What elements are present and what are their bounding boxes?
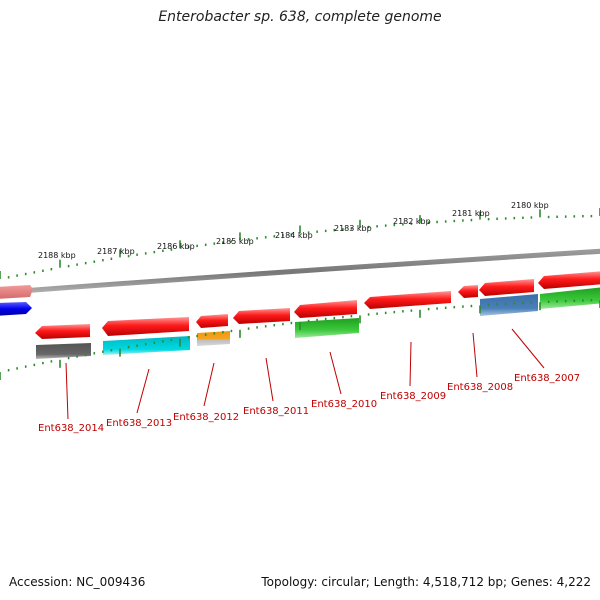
scale-label: 2188 kbp <box>38 251 76 260</box>
gene-label[interactable]: Ent638_2010 <box>311 399 377 410</box>
scale-label: 2187 kbp <box>97 247 135 256</box>
gene-product-ent638-2007[interactable] <box>540 287 600 309</box>
gene-arrow-ent638-2009[interactable] <box>364 291 451 309</box>
label-leader-lines <box>65 328 545 420</box>
scale-label: 2184 kbp <box>275 231 313 240</box>
leader-line <box>136 368 150 414</box>
map-title: Enterobacter sp. 638, complete genome <box>158 9 442 25</box>
leader-line <box>203 362 215 407</box>
genome-backbone <box>0 248 600 296</box>
leader-line <box>329 351 342 395</box>
scale-label: 2180 kbp <box>511 201 549 210</box>
scale-label: 2182 kbp <box>393 217 431 226</box>
gene-product-ent638-2014[interactable] <box>36 343 91 359</box>
gene-arrow-ent638-2013[interactable] <box>102 317 189 336</box>
genome-summary-text: Topology: circular; Length: 4,518,712 bp… <box>261 575 591 589</box>
gene-arrow-ent638-2008-a[interactable] <box>458 285 478 298</box>
gene-arrow-ent638-2014[interactable] <box>35 324 90 339</box>
gene-label[interactable]: Ent638_2007 <box>514 373 580 384</box>
leader-line <box>409 341 412 387</box>
scale-label: 2185 kbp <box>216 237 254 246</box>
scale-labels: 2188 kbp 2187 kbp 2186 kbp 2185 kbp 2184… <box>38 201 549 260</box>
scale-label: 2181 kbp <box>452 209 490 218</box>
gene-label[interactable]: Ent638_2009 <box>380 391 446 402</box>
leader-line <box>472 332 478 378</box>
scale-label: 2183 kbp <box>334 224 372 233</box>
accession-text: Accession: NC_009436 <box>9 575 146 589</box>
leader-line <box>265 357 274 402</box>
scale-label: 2186 kbp <box>157 242 195 251</box>
gene-product-ent638-2008[interactable] <box>480 294 538 316</box>
gene-arrow-ent638-2010[interactable] <box>294 300 357 318</box>
gene-label[interactable]: Ent638_2012 <box>173 412 239 423</box>
leader-line <box>511 328 545 369</box>
gene-arrow-ent638-2007[interactable] <box>538 271 600 289</box>
gene-labels: Ent638_2014 Ent638_2013 Ent638_2012 Ent6… <box>38 373 580 434</box>
inner-scale-ruler <box>0 299 600 380</box>
gene-label[interactable]: Ent638_2008 <box>447 382 513 393</box>
gene-arrow-ent638-2012[interactable] <box>196 314 228 328</box>
outer-scale-ruler <box>0 208 600 279</box>
gene-feature-blue[interactable] <box>0 302 32 316</box>
gene-arrow-ent638-2008[interactable] <box>479 279 534 296</box>
gene-product-ent638-2013[interactable] <box>103 336 190 355</box>
gene-label[interactable]: Ent638_2013 <box>106 418 172 429</box>
gene-arrow-ent638-2011[interactable] <box>233 308 290 324</box>
gene-label[interactable]: Ent638_2014 <box>38 423 104 434</box>
gene-feature-pink[interactable] <box>0 285 33 299</box>
gene-label[interactable]: Ent638_2011 <box>243 406 309 417</box>
gene-product-ent638-2010[interactable] <box>295 318 359 338</box>
leader-line <box>65 362 69 420</box>
